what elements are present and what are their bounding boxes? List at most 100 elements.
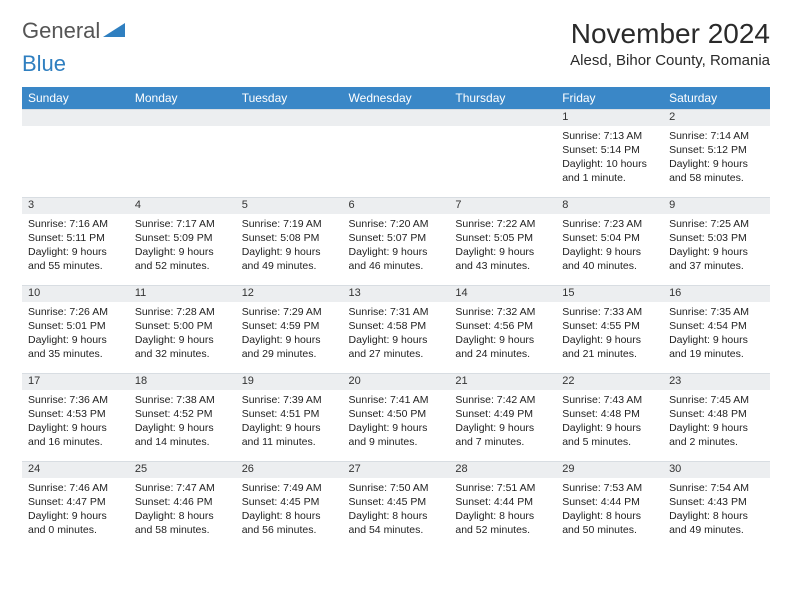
day-number-cell: 3 (22, 198, 129, 214)
day-info: Sunrise: 7:13 AMSunset: 5:14 PMDaylight:… (562, 129, 657, 186)
day-data-cell: Sunrise: 7:25 AMSunset: 5:03 PMDaylight:… (663, 214, 770, 286)
week-data-row: Sunrise: 7:16 AMSunset: 5:11 PMDaylight:… (22, 214, 770, 286)
day-data-cell (236, 126, 343, 198)
logo-word1: General (22, 18, 100, 44)
day-info: Sunrise: 7:22 AMSunset: 5:05 PMDaylight:… (455, 217, 550, 274)
day-number-cell: 2 (663, 110, 770, 126)
day-data-cell: Sunrise: 7:26 AMSunset: 5:01 PMDaylight:… (22, 302, 129, 374)
calendar-table: Sunday Monday Tuesday Wednesday Thursday… (22, 87, 770, 550)
day-info: Sunrise: 7:53 AMSunset: 4:44 PMDaylight:… (562, 481, 657, 538)
logo: General (22, 18, 125, 44)
day-number-cell: 15 (556, 286, 663, 302)
day-info: Sunrise: 7:35 AMSunset: 4:54 PMDaylight:… (669, 305, 764, 362)
day-number-cell: 8 (556, 198, 663, 214)
week-daynum-row: 10111213141516 (22, 286, 770, 302)
day-data-cell: Sunrise: 7:54 AMSunset: 4:43 PMDaylight:… (663, 478, 770, 550)
day-data-cell: Sunrise: 7:43 AMSunset: 4:48 PMDaylight:… (556, 390, 663, 462)
day-number-cell: 28 (449, 462, 556, 478)
day-data-cell: Sunrise: 7:13 AMSunset: 5:14 PMDaylight:… (556, 126, 663, 198)
day-info: Sunrise: 7:20 AMSunset: 5:07 PMDaylight:… (349, 217, 444, 274)
day-data-cell: Sunrise: 7:14 AMSunset: 5:12 PMDaylight:… (663, 126, 770, 198)
day-number-cell: 22 (556, 374, 663, 390)
col-thu: Thursday (449, 87, 556, 110)
week-data-row: Sunrise: 7:26 AMSunset: 5:01 PMDaylight:… (22, 302, 770, 374)
week-daynum-row: 24252627282930 (22, 462, 770, 478)
day-info: Sunrise: 7:17 AMSunset: 5:09 PMDaylight:… (135, 217, 230, 274)
month-title: November 2024 (570, 18, 770, 50)
day-data-cell: Sunrise: 7:31 AMSunset: 4:58 PMDaylight:… (343, 302, 450, 374)
day-info: Sunrise: 7:51 AMSunset: 4:44 PMDaylight:… (455, 481, 550, 538)
day-info: Sunrise: 7:50 AMSunset: 4:45 PMDaylight:… (349, 481, 444, 538)
col-sat: Saturday (663, 87, 770, 110)
day-info: Sunrise: 7:16 AMSunset: 5:11 PMDaylight:… (28, 217, 123, 274)
day-number-cell: 14 (449, 286, 556, 302)
week-daynum-row: 3456789 (22, 198, 770, 214)
day-info: Sunrise: 7:26 AMSunset: 5:01 PMDaylight:… (28, 305, 123, 362)
day-info: Sunrise: 7:14 AMSunset: 5:12 PMDaylight:… (669, 129, 764, 186)
week-data-row: Sunrise: 7:13 AMSunset: 5:14 PMDaylight:… (22, 126, 770, 198)
day-info: Sunrise: 7:39 AMSunset: 4:51 PMDaylight:… (242, 393, 337, 450)
day-data-cell: Sunrise: 7:23 AMSunset: 5:04 PMDaylight:… (556, 214, 663, 286)
day-number-cell: 4 (129, 198, 236, 214)
day-data-cell: Sunrise: 7:36 AMSunset: 4:53 PMDaylight:… (22, 390, 129, 462)
day-info: Sunrise: 7:49 AMSunset: 4:45 PMDaylight:… (242, 481, 337, 538)
day-info: Sunrise: 7:25 AMSunset: 5:03 PMDaylight:… (669, 217, 764, 274)
day-number-cell: 20 (343, 374, 450, 390)
week-data-row: Sunrise: 7:46 AMSunset: 4:47 PMDaylight:… (22, 478, 770, 550)
day-number-cell: 10 (22, 286, 129, 302)
day-data-cell: Sunrise: 7:35 AMSunset: 4:54 PMDaylight:… (663, 302, 770, 374)
day-data-cell (449, 126, 556, 198)
day-info: Sunrise: 7:38 AMSunset: 4:52 PMDaylight:… (135, 393, 230, 450)
day-number-cell: 1 (556, 110, 663, 126)
col-wed: Wednesday (343, 87, 450, 110)
day-number-cell: 19 (236, 374, 343, 390)
day-data-cell: Sunrise: 7:17 AMSunset: 5:09 PMDaylight:… (129, 214, 236, 286)
day-number-cell: 7 (449, 198, 556, 214)
day-number-cell: 25 (129, 462, 236, 478)
day-number-cell: 9 (663, 198, 770, 214)
day-data-cell: Sunrise: 7:32 AMSunset: 4:56 PMDaylight:… (449, 302, 556, 374)
day-number-cell (236, 110, 343, 126)
day-number-cell (22, 110, 129, 126)
day-info: Sunrise: 7:43 AMSunset: 4:48 PMDaylight:… (562, 393, 657, 450)
day-info: Sunrise: 7:42 AMSunset: 4:49 PMDaylight:… (455, 393, 550, 450)
day-data-cell: Sunrise: 7:29 AMSunset: 4:59 PMDaylight:… (236, 302, 343, 374)
day-number-cell: 5 (236, 198, 343, 214)
logo-word2: Blue (22, 51, 770, 77)
day-info: Sunrise: 7:23 AMSunset: 5:04 PMDaylight:… (562, 217, 657, 274)
col-mon: Monday (129, 87, 236, 110)
day-data-cell (343, 126, 450, 198)
col-tue: Tuesday (236, 87, 343, 110)
header-row: Sunday Monday Tuesday Wednesday Thursday… (22, 87, 770, 110)
day-number-cell: 30 (663, 462, 770, 478)
day-number-cell (449, 110, 556, 126)
day-number-cell: 26 (236, 462, 343, 478)
day-info: Sunrise: 7:33 AMSunset: 4:55 PMDaylight:… (562, 305, 657, 362)
day-number-cell: 12 (236, 286, 343, 302)
day-number-cell: 24 (22, 462, 129, 478)
day-number-cell: 13 (343, 286, 450, 302)
day-info: Sunrise: 7:41 AMSunset: 4:50 PMDaylight:… (349, 393, 444, 450)
day-number-cell: 16 (663, 286, 770, 302)
week-daynum-row: 12 (22, 110, 770, 126)
day-number-cell: 6 (343, 198, 450, 214)
day-number-cell: 18 (129, 374, 236, 390)
day-number-cell: 23 (663, 374, 770, 390)
logo-triangle-icon (103, 21, 125, 42)
week-daynum-row: 17181920212223 (22, 374, 770, 390)
day-data-cell: Sunrise: 7:51 AMSunset: 4:44 PMDaylight:… (449, 478, 556, 550)
day-data-cell: Sunrise: 7:53 AMSunset: 4:44 PMDaylight:… (556, 478, 663, 550)
day-data-cell: Sunrise: 7:33 AMSunset: 4:55 PMDaylight:… (556, 302, 663, 374)
day-data-cell: Sunrise: 7:45 AMSunset: 4:48 PMDaylight:… (663, 390, 770, 462)
day-info: Sunrise: 7:32 AMSunset: 4:56 PMDaylight:… (455, 305, 550, 362)
day-data-cell: Sunrise: 7:28 AMSunset: 5:00 PMDaylight:… (129, 302, 236, 374)
day-data-cell (22, 126, 129, 198)
day-data-cell (129, 126, 236, 198)
day-data-cell: Sunrise: 7:47 AMSunset: 4:46 PMDaylight:… (129, 478, 236, 550)
day-data-cell: Sunrise: 7:50 AMSunset: 4:45 PMDaylight:… (343, 478, 450, 550)
day-info: Sunrise: 7:31 AMSunset: 4:58 PMDaylight:… (349, 305, 444, 362)
day-data-cell: Sunrise: 7:22 AMSunset: 5:05 PMDaylight:… (449, 214, 556, 286)
week-data-row: Sunrise: 7:36 AMSunset: 4:53 PMDaylight:… (22, 390, 770, 462)
day-data-cell: Sunrise: 7:46 AMSunset: 4:47 PMDaylight:… (22, 478, 129, 550)
day-info: Sunrise: 7:29 AMSunset: 4:59 PMDaylight:… (242, 305, 337, 362)
